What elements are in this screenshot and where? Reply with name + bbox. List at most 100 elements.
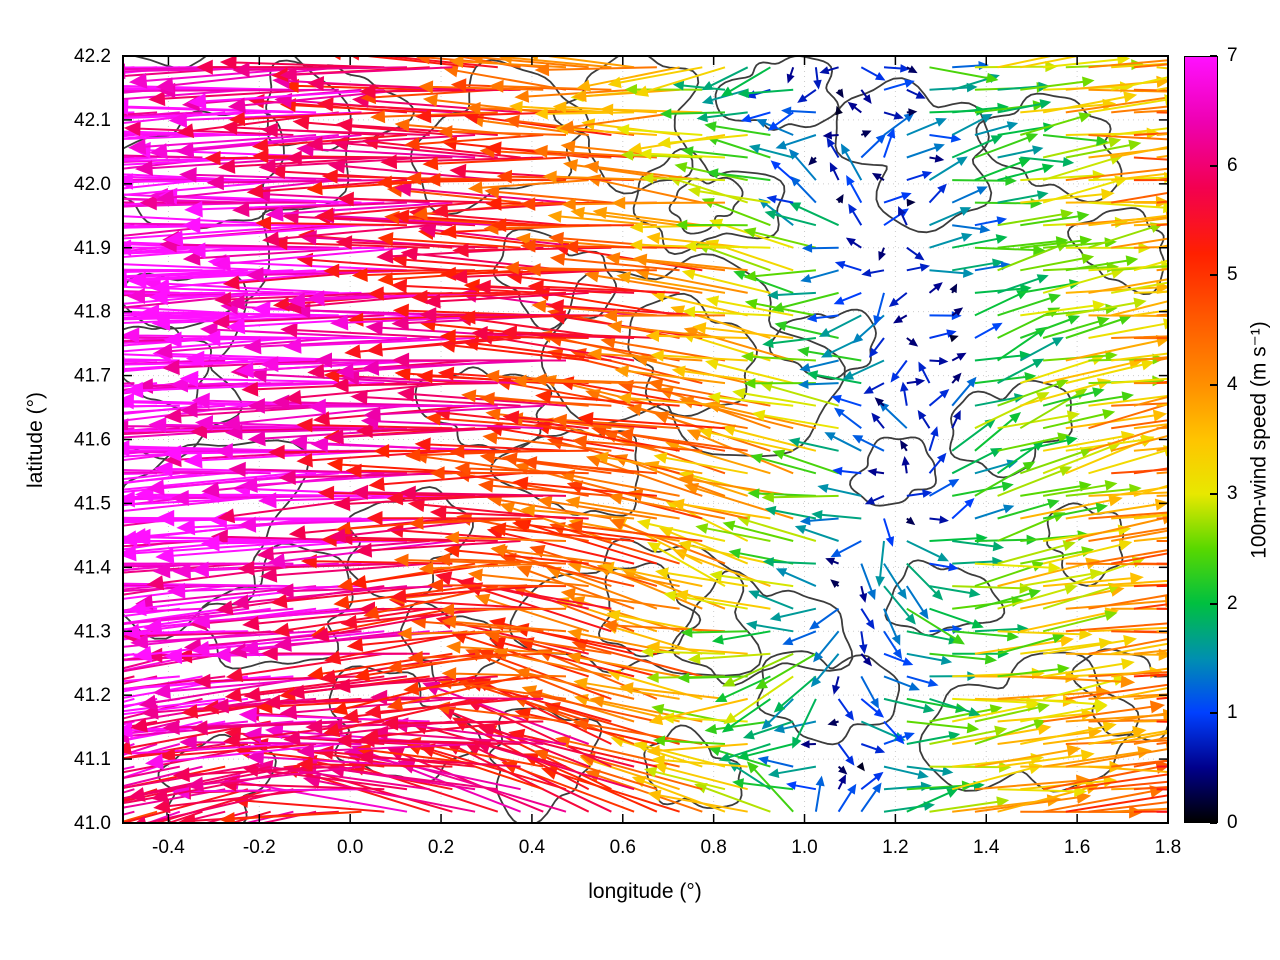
wind-arrow <box>720 66 771 97</box>
colorbar-tick <box>1210 274 1217 277</box>
wind-arrow <box>1133 785 1168 791</box>
wind-arrow <box>883 630 903 660</box>
wind-arrow <box>350 389 521 407</box>
wind-arrow <box>340 607 498 630</box>
wind-arrow <box>617 428 748 452</box>
wind-arrow <box>1042 316 1110 339</box>
wind-arrow <box>1133 484 1168 497</box>
wind-arrow <box>997 274 1049 294</box>
wind-arrow <box>435 552 567 567</box>
wind-arrow <box>737 743 794 761</box>
wind-arrow <box>824 432 862 452</box>
wind-arrow <box>227 88 408 113</box>
wind-arrow <box>123 652 226 673</box>
wind-arrow <box>645 329 748 342</box>
wind-arrow <box>997 663 1070 678</box>
wind-arrow <box>123 98 317 115</box>
wind-arrow <box>848 203 863 226</box>
wind-arrow <box>829 162 840 181</box>
wind-arrow <box>123 607 158 612</box>
wind-arrow <box>571 434 703 452</box>
wind-arrow <box>123 540 271 543</box>
wind-arrow <box>404 134 544 151</box>
wind-arrow <box>832 466 862 476</box>
wind-arrow <box>626 403 748 430</box>
wind-arrow <box>864 494 885 505</box>
wind-arrow <box>974 283 1032 294</box>
wind-arrow <box>403 675 544 696</box>
y-tick-label: 42.1 <box>74 110 111 131</box>
wind-arrow <box>123 314 317 321</box>
wind-arrow <box>263 694 430 710</box>
wind-arrow <box>657 134 748 149</box>
wind-arrow <box>860 675 879 709</box>
wind-arrow <box>1088 59 1168 69</box>
wind-arrow <box>883 127 896 158</box>
wind-arrow <box>394 181 567 204</box>
wind-arrow <box>827 718 839 727</box>
wind-arrow <box>883 675 920 691</box>
wind-arrow <box>599 103 703 116</box>
wind-arrow <box>123 652 181 670</box>
wind-arrow <box>997 209 1074 227</box>
wind-arrow <box>123 291 135 294</box>
wind-arrow <box>446 640 567 655</box>
x-axis-label: longitude (°) <box>588 880 702 903</box>
wind-arrow <box>755 118 794 136</box>
wind-arrow <box>484 185 612 204</box>
wind-arrow <box>577 411 726 430</box>
wind-arrow <box>123 269 317 288</box>
wind-arrow <box>974 133 1039 159</box>
wind-arrow <box>1088 424 1168 452</box>
wind-arrow <box>123 765 203 788</box>
wind-arrow <box>307 398 498 415</box>
wind-arrow <box>284 382 453 405</box>
wind-arrow <box>732 778 794 791</box>
wind-arrow <box>285 150 453 166</box>
colorbar-tick-label: 1 <box>1227 702 1238 724</box>
colorbar-tick <box>1210 383 1217 386</box>
wind-arrow <box>883 64 911 73</box>
wind-arrow <box>835 105 843 116</box>
wind-arrow <box>1020 675 1136 688</box>
wind-arrow <box>671 365 771 385</box>
contour-line <box>756 650 900 746</box>
wind-arrow <box>952 556 1004 567</box>
colorbar-tick <box>1210 822 1217 824</box>
wind-arrow <box>746 761 794 813</box>
wind-arrow <box>797 346 862 362</box>
wind-arrow <box>549 252 680 272</box>
wind-arrow <box>707 391 794 407</box>
wind-arrow <box>184 201 385 218</box>
wind-arrow <box>317 201 476 223</box>
wind-arrow <box>1133 356 1168 362</box>
wind-arrow <box>737 88 794 99</box>
wind-arrow <box>206 174 385 191</box>
wind-arrow <box>678 473 794 497</box>
wind-arrow <box>551 413 680 430</box>
wind-arrow <box>201 329 408 347</box>
wind-arrow <box>929 232 973 249</box>
wind-arrow <box>296 417 453 433</box>
wind-arrow <box>1133 583 1168 588</box>
wind-arrow <box>123 263 271 272</box>
wind-arrow <box>452 242 612 258</box>
wind-arrow <box>532 144 657 159</box>
wind-arrow <box>1020 435 1078 452</box>
wind-arrow <box>1019 447 1094 475</box>
wind-arrow <box>647 789 748 813</box>
wind-arrow <box>997 358 1045 384</box>
wind-arrow <box>722 652 794 687</box>
colorbar <box>1184 56 1218 823</box>
wind-arrow <box>1019 314 1081 339</box>
colorbar-gradient <box>1185 57 1217 822</box>
wind-arrow <box>123 607 180 618</box>
wind-arrow <box>149 288 362 306</box>
wind-arrow <box>521 456 657 475</box>
wind-arrow <box>646 743 748 757</box>
wind-arrow <box>437 125 567 139</box>
wind-arrow <box>333 585 476 610</box>
wind-arrow <box>905 516 916 526</box>
wind-arrow <box>173 810 226 823</box>
